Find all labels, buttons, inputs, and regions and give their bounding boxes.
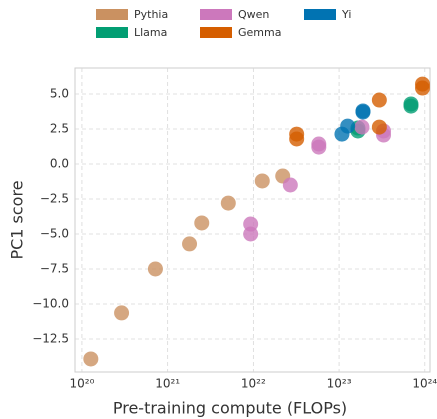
x-axis-label: Pre-training compute (FLOPs) [113,399,347,418]
point [254,173,270,189]
x-tick-label: 10²³ [327,377,352,391]
y-tick-label: −10.0 [32,296,69,310]
y-tick-label: −5.0 [40,226,69,240]
legend-swatch [304,9,336,20]
point [282,177,298,193]
y-tick-label: 5.0 [50,87,69,101]
point [147,261,163,277]
legend-label: Llama [134,26,167,39]
point [403,98,419,114]
point [182,236,198,252]
legend-label: Yi [341,8,351,21]
point [371,92,387,108]
y-tick-label: −12.5 [32,331,69,345]
point [311,136,327,152]
x-tick-label: 10²⁰ [69,377,94,391]
point [414,80,430,96]
point [243,226,259,242]
legend-label: Gemma [238,26,281,39]
legend-label: Qwen [238,8,269,21]
point [83,351,99,367]
y-tick-label: 2.5 [50,122,69,136]
point [289,131,305,147]
y-tick-label: −2.5 [40,192,69,206]
x-tick-label: 10²¹ [155,377,180,391]
y-tick-label: −7.5 [40,261,69,275]
legend-swatch [200,27,232,38]
point [194,215,210,231]
point [354,119,370,135]
y-tick-label: 0.0 [50,157,69,171]
legend-label: Pythia [134,8,168,21]
point [355,103,371,119]
point [340,118,356,134]
point [114,305,130,321]
y-axis-label: PC1 score [8,180,27,259]
point [220,195,236,211]
x-tick-label: 10²⁴ [412,377,437,391]
x-tick-label: 10²² [241,377,266,391]
legend-swatch [96,27,128,38]
legend-swatch [200,9,232,20]
legend-swatch [96,9,128,20]
point [371,119,387,135]
